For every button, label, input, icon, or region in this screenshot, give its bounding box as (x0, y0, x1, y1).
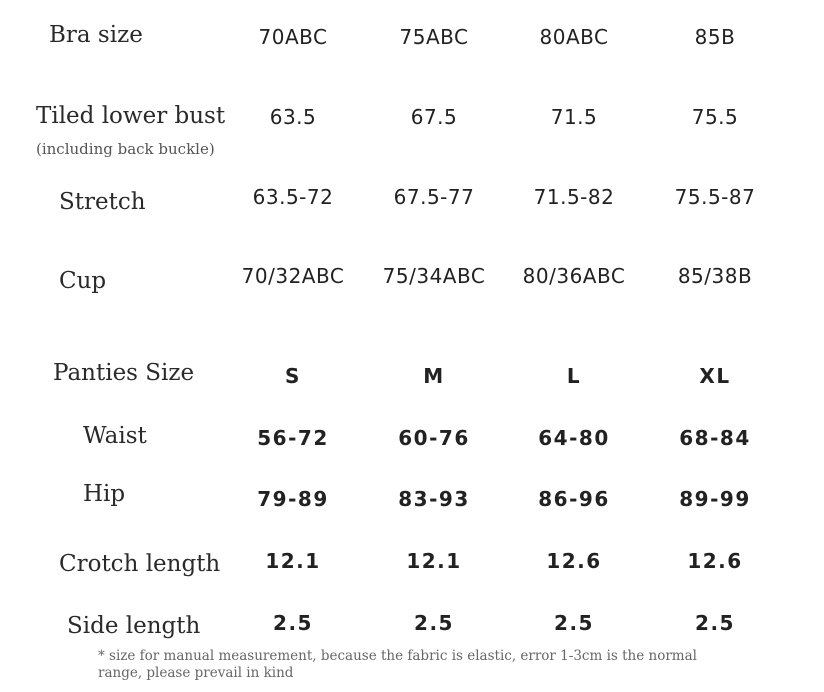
side-length-label: Side length (67, 613, 201, 639)
lower-bust-sublabel: (including back buckle) (36, 140, 215, 158)
stretch-value: 67.5-77 (393, 185, 475, 209)
bra-size-85b: 85B (694, 25, 736, 49)
hip-value: 83-93 (398, 487, 470, 511)
lower-bust-value: 75.5 (691, 105, 739, 129)
hip-value: 79-89 (257, 487, 329, 511)
stretch-value: 75.5-87 (674, 185, 756, 209)
lower-bust-value: 63.5 (269, 105, 317, 129)
bra-size-label: Bra size (49, 22, 143, 48)
waist-value: 64-80 (538, 426, 610, 450)
crotch-length-value: 12.1 (265, 549, 321, 573)
lower-bust-label: Tiled lower bust (36, 103, 226, 129)
stretch-value: 71.5-82 (533, 185, 615, 209)
crotch-length-value: 12.6 (687, 549, 743, 573)
hip-label: Hip (83, 481, 126, 507)
side-length-value: 2.5 (414, 611, 454, 635)
waist-label: Waist (83, 423, 147, 449)
cup-value: 80/36ABC (522, 264, 626, 288)
crotch-length-value: 12.6 (546, 549, 602, 573)
waist-value: 56-72 (257, 426, 329, 450)
lower-bust-value: 71.5 (550, 105, 598, 129)
cup-label: Cup (59, 268, 107, 294)
panties-size-label: Panties Size (53, 360, 195, 386)
crotch-length-label: Crotch length (59, 551, 221, 577)
panties-size-xl: XL (699, 364, 731, 388)
stretch-value: 63.5-72 (252, 185, 334, 209)
lower-bust-value: 67.5 (410, 105, 458, 129)
crotch-length-value: 12.1 (406, 549, 462, 573)
side-length-value: 2.5 (273, 611, 313, 635)
hip-value: 86-96 (538, 487, 610, 511)
panties-size-s: S (285, 364, 301, 388)
side-length-value: 2.5 (695, 611, 735, 635)
waist-value: 60-76 (398, 426, 470, 450)
waist-value: 68-84 (679, 426, 751, 450)
measurement-note: * size for manual measurement, because t… (98, 648, 697, 681)
bra-size-75abc: 75ABC (399, 25, 469, 49)
cup-value: 75/34ABC (382, 264, 486, 288)
hip-value: 89-99 (679, 487, 751, 511)
stretch-label: Stretch (59, 189, 146, 215)
bra-size-70abc: 70ABC (258, 25, 328, 49)
cup-value: 70/32ABC (241, 264, 345, 288)
side-length-value: 2.5 (554, 611, 594, 635)
panties-size-m: M (423, 364, 445, 388)
bra-size-80abc: 80ABC (539, 25, 609, 49)
panties-size-l: L (566, 364, 582, 388)
cup-value: 85/38B (677, 264, 753, 288)
